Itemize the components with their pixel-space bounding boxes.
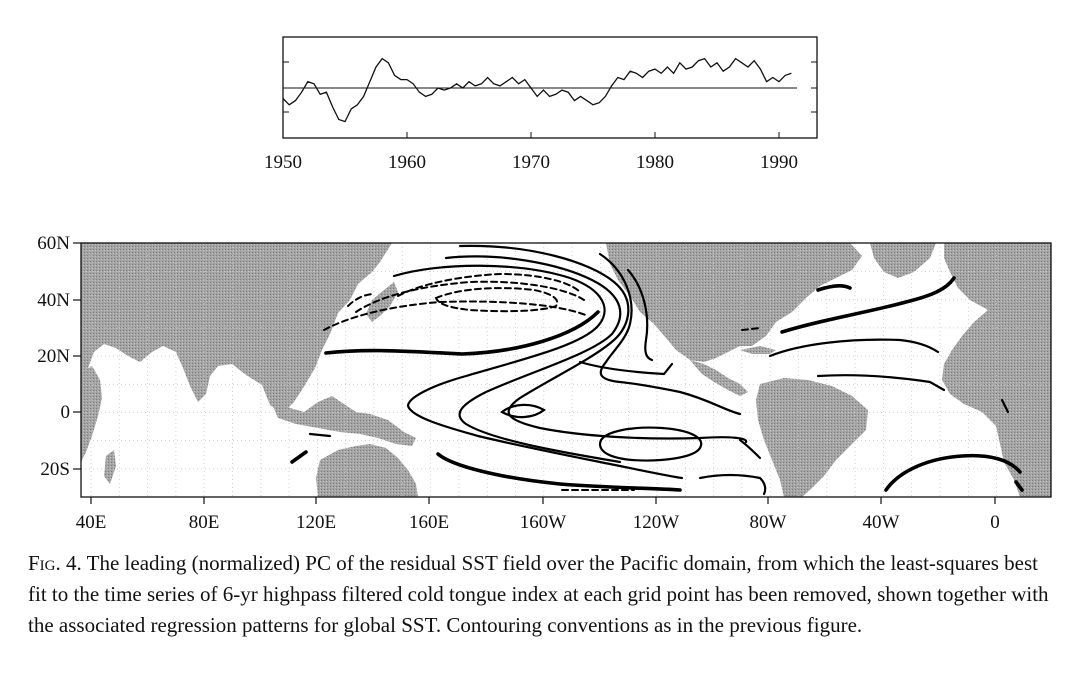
positive-contour-atlantic-1	[768, 338, 940, 358]
figure-label: Fig. 4.	[28, 551, 82, 575]
map-tick-marks	[73, 242, 996, 504]
land-madagascar	[104, 450, 116, 484]
lon-label: 40E	[76, 512, 107, 533]
positive-contour-6	[578, 360, 674, 376]
lon-label: 160E	[409, 512, 449, 533]
lon-label: 120W	[633, 512, 680, 533]
land-caribbean	[740, 346, 776, 354]
caption-text: The leading (normalized) PC of the resid…	[28, 551, 1049, 637]
positive-contour-4	[598, 252, 742, 416]
positive-contour-misc-2	[308, 432, 332, 438]
lon-label: 160W	[520, 512, 567, 533]
zero-contour-east-pacific	[436, 452, 682, 492]
lat-label: 60N	[37, 233, 70, 254]
negative-contour-2	[355, 280, 585, 313]
x-tick-label: 1980	[636, 152, 674, 173]
negative-contour-5	[347, 293, 375, 307]
y-ticks	[283, 61, 817, 113]
lat-label: 20S	[40, 459, 70, 480]
land-australia	[316, 444, 418, 497]
positive-contour-3	[458, 244, 748, 444]
land-masses	[81, 243, 1051, 497]
zero-contour-cape	[1014, 480, 1024, 492]
land-africa-east	[81, 366, 102, 462]
figure-caption: Fig. 4. The leading (normalized) PC of t…	[28, 548, 1058, 641]
x-tick-labels: 1950 1960 1970 1980 1990	[264, 152, 798, 173]
x-tick-label: 1990	[760, 152, 798, 173]
longitude-labels: 40E 80E 120E 160E 160W 120W 80W 40W 0	[76, 512, 1000, 533]
lat-label: 20N	[37, 346, 70, 367]
land-south-america	[756, 378, 868, 497]
positive-contour-2	[444, 255, 622, 464]
pc-time-series-chart: 1950 1960 1970 1980 1990	[264, 36, 818, 173]
lon-label: 80W	[750, 512, 787, 533]
negative-contour-4	[434, 287, 559, 313]
lon-label: 40W	[863, 512, 900, 533]
x-tick-label: 1970	[512, 152, 550, 173]
land-north-america	[606, 243, 862, 362]
zero-contour-atlantic-mid	[816, 284, 852, 292]
zero-contour-north-pacific	[324, 310, 600, 356]
negative-contour-1	[323, 300, 589, 331]
lon-label: 80E	[189, 512, 220, 533]
map-frame	[80, 242, 1052, 498]
x-tick-marks	[282, 132, 780, 138]
latitude-labels: 60N 40N 20N 0 20S	[37, 233, 70, 480]
x-tick-label: 1960	[388, 152, 426, 173]
positive-contour-5	[626, 268, 654, 362]
land-indonesia	[272, 396, 416, 446]
x-tick-label: 1950	[264, 152, 302, 173]
positive-contour-atlantic-2	[816, 374, 946, 392]
land-asia	[81, 243, 392, 414]
positive-contour-south-pacific	[698, 473, 767, 496]
positive-contour-loop	[598, 426, 703, 462]
land-greenland	[870, 243, 936, 278]
zero-contour-indian	[290, 450, 308, 464]
zero-contour-atlantic-north	[780, 276, 956, 334]
contours	[290, 244, 1024, 496]
negative-contour-3	[397, 272, 581, 297]
land-europe-africa	[942, 243, 1051, 497]
positive-contour-small-loop	[500, 403, 546, 419]
lon-label: 120E	[296, 512, 336, 533]
lat-label: 0	[61, 402, 71, 423]
lon-label: 0	[990, 512, 1000, 533]
pc-series-line	[282, 57, 792, 123]
land-central-america	[690, 360, 748, 396]
positive-contour-misc-3	[1000, 398, 1010, 414]
positive-contour-1	[392, 264, 684, 480]
lat-label: 40N	[37, 290, 70, 311]
zero-contour-atlantic-south	[884, 453, 1022, 492]
lat-lon-grid	[81, 243, 1051, 497]
negative-contour-gulf	[741, 327, 761, 331]
positive-contour-misc-1	[738, 438, 762, 460]
